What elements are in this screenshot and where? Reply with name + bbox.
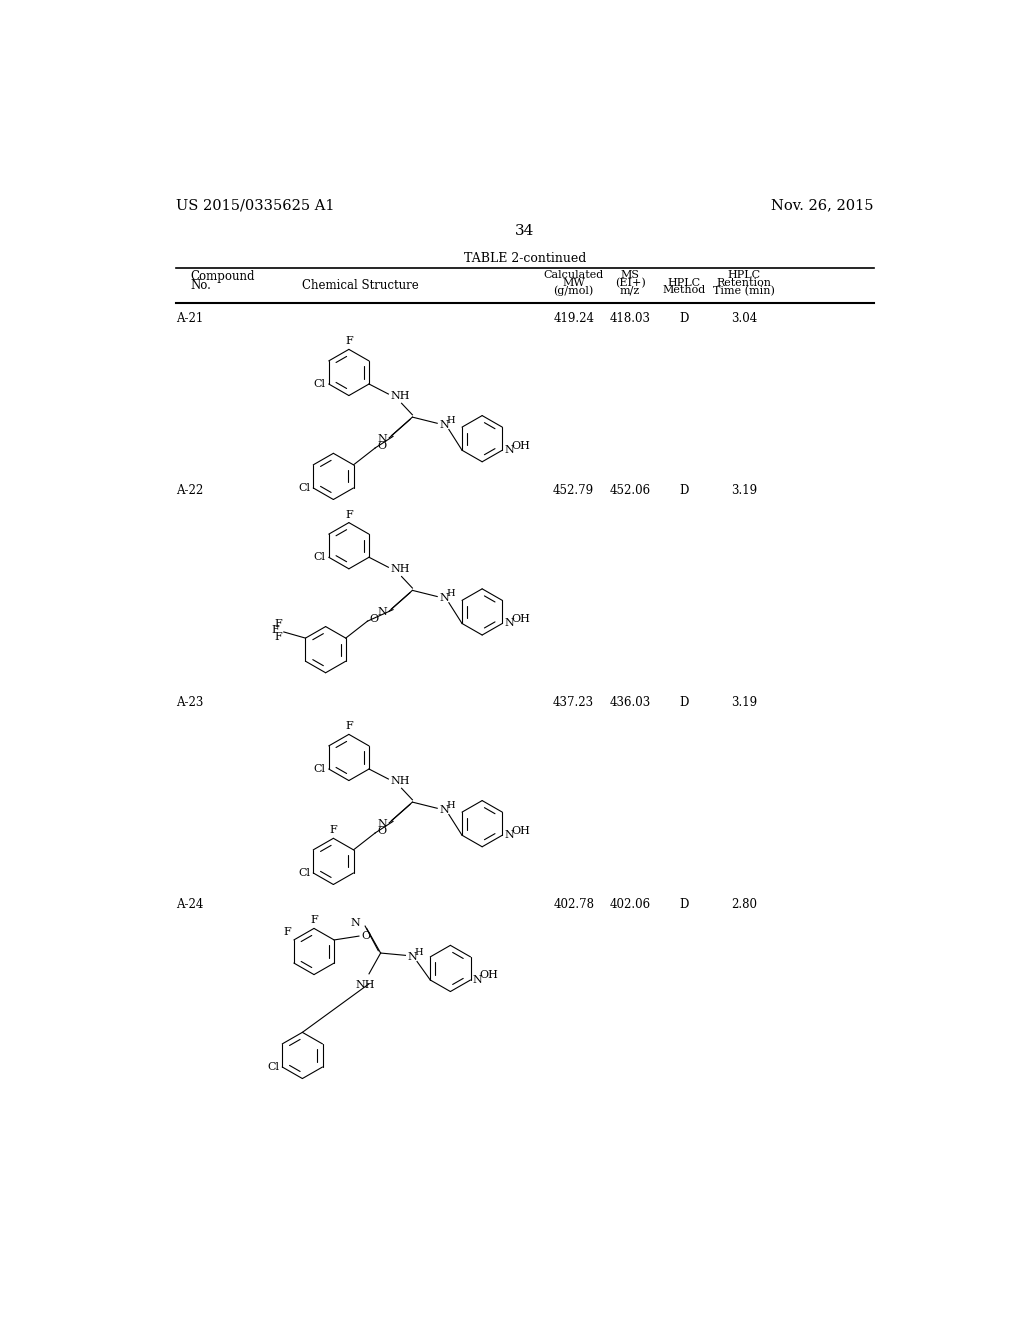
Text: OH: OH — [512, 614, 530, 624]
Text: (EI+): (EI+) — [614, 277, 645, 288]
Text: Retention: Retention — [717, 277, 772, 288]
Text: N: N — [378, 434, 388, 444]
Text: F: F — [271, 626, 280, 635]
Text: 3.19: 3.19 — [731, 484, 757, 498]
Text: F: F — [310, 915, 317, 925]
Text: F: F — [274, 619, 283, 630]
Text: Cl: Cl — [267, 1063, 280, 1072]
Text: F: F — [345, 510, 352, 520]
Text: F: F — [284, 927, 292, 937]
Text: 2.80: 2.80 — [731, 899, 757, 911]
Text: N: N — [408, 952, 418, 962]
Text: NH: NH — [355, 979, 375, 990]
Text: 437.23: 437.23 — [553, 696, 594, 709]
Text: 419.24: 419.24 — [553, 313, 594, 326]
Text: N: N — [378, 818, 388, 829]
Text: OH: OH — [512, 825, 530, 836]
Text: Compound: Compound — [190, 271, 255, 282]
Text: NH: NH — [391, 776, 411, 785]
Text: N: N — [439, 805, 450, 814]
Text: (g/mol): (g/mol) — [554, 285, 594, 296]
Text: 418.03: 418.03 — [609, 313, 650, 326]
Text: NH: NH — [391, 564, 411, 574]
Text: N: N — [351, 917, 360, 928]
Text: No.: No. — [190, 279, 211, 292]
Text: N: N — [439, 593, 450, 603]
Text: Cl: Cl — [298, 869, 310, 878]
Text: D: D — [680, 484, 689, 498]
Text: N: N — [505, 830, 514, 841]
Text: Cl: Cl — [313, 764, 326, 774]
Text: N: N — [439, 420, 450, 430]
Text: TABLE 2-continued: TABLE 2-continued — [464, 252, 586, 265]
Text: MS: MS — [621, 271, 640, 280]
Text: Calculated: Calculated — [544, 271, 604, 280]
Text: Cl: Cl — [313, 379, 326, 389]
Text: 402.78: 402.78 — [553, 899, 594, 911]
Text: US 2015/0335625 A1: US 2015/0335625 A1 — [176, 198, 335, 213]
Text: 436.03: 436.03 — [609, 696, 651, 709]
Text: D: D — [680, 899, 689, 911]
Text: 402.06: 402.06 — [609, 899, 651, 911]
Text: A-21: A-21 — [176, 313, 204, 326]
Text: F: F — [274, 631, 283, 642]
Text: A-23: A-23 — [176, 696, 204, 709]
Text: N: N — [378, 607, 388, 616]
Text: OH: OH — [480, 970, 499, 981]
Text: F: F — [330, 825, 337, 836]
Text: O: O — [361, 931, 371, 941]
Text: 34: 34 — [515, 224, 535, 238]
Text: O: O — [378, 825, 387, 836]
Text: 3.04: 3.04 — [731, 313, 758, 326]
Text: 3.19: 3.19 — [731, 696, 757, 709]
Text: MW: MW — [562, 277, 585, 288]
Text: N: N — [505, 619, 514, 628]
Text: m/z: m/z — [621, 285, 640, 296]
Text: OH: OH — [512, 441, 530, 450]
Text: NH: NH — [391, 391, 411, 400]
Text: A-24: A-24 — [176, 899, 204, 911]
Text: N: N — [505, 445, 514, 455]
Text: HPLC: HPLC — [728, 271, 761, 280]
Text: H: H — [446, 416, 455, 425]
Text: HPLC: HPLC — [668, 277, 701, 288]
Text: D: D — [680, 313, 689, 326]
Text: O: O — [370, 614, 379, 624]
Text: F: F — [345, 721, 352, 731]
Text: Time (min): Time (min) — [713, 285, 775, 296]
Text: H: H — [446, 801, 455, 809]
Text: Cl: Cl — [298, 483, 310, 492]
Text: Cl: Cl — [313, 552, 326, 562]
Text: 452.79: 452.79 — [553, 484, 594, 498]
Text: H: H — [415, 948, 423, 957]
Text: O: O — [378, 441, 387, 450]
Text: 452.06: 452.06 — [609, 484, 651, 498]
Text: A-22: A-22 — [176, 484, 204, 498]
Text: Method: Method — [663, 285, 707, 296]
Text: H: H — [446, 589, 455, 598]
Text: N: N — [473, 975, 482, 985]
Text: D: D — [680, 696, 689, 709]
Text: Nov. 26, 2015: Nov. 26, 2015 — [771, 198, 873, 213]
Text: F: F — [345, 337, 352, 346]
Text: Chemical Structure: Chemical Structure — [302, 279, 419, 292]
